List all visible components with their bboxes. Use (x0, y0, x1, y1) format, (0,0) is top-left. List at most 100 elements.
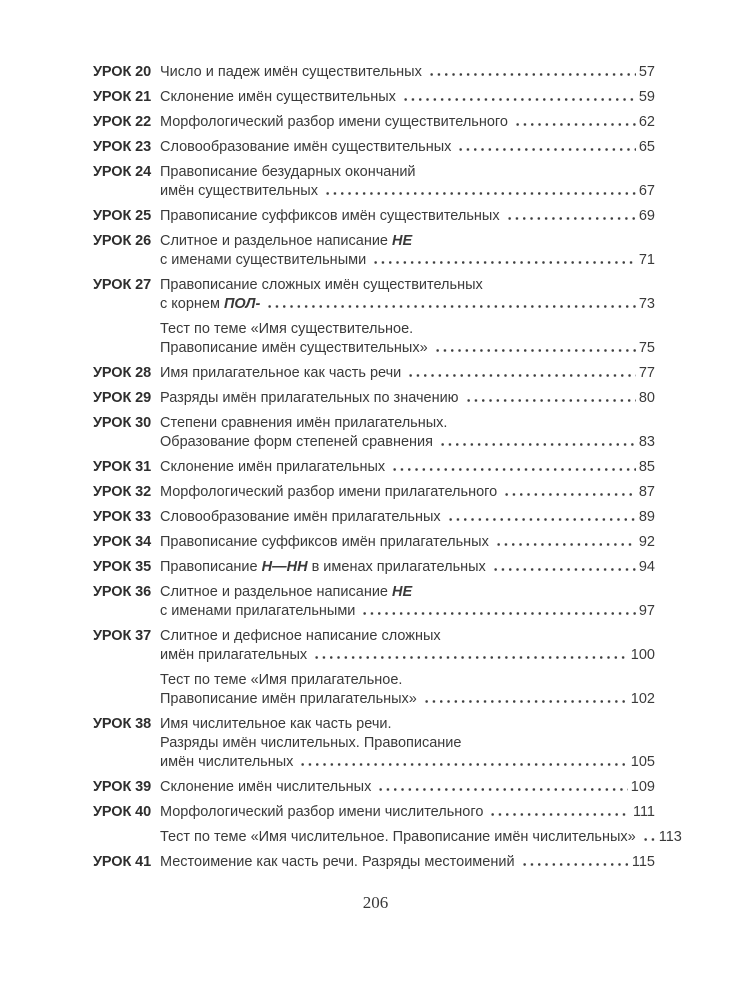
toc-entry-test: Тест по теме «Имя прилагательное. Правопи… (93, 671, 655, 709)
dot-leader (433, 349, 636, 352)
toc-page-number: 59 (638, 89, 655, 105)
dot-leader (503, 493, 636, 496)
toc-entry: УРОК 41 Местоимение как часть речи. Разря… (93, 853, 655, 872)
lesson-label (93, 671, 160, 709)
toc-line-text: Склонение имён существительных (160, 88, 396, 107)
toc-text-emphasis: Н—НН (261, 559, 308, 575)
toc-page-number: 94 (638, 559, 655, 575)
toc-line: Тест по теме «Имя прилагательное. (160, 671, 655, 690)
toc-line: Слитное и дефисное написание сложных (160, 627, 655, 646)
toc-text-segment: Имя числительное как часть речи. (160, 716, 392, 732)
toc-text-segment: Тест по теме «Имя числительное. Правопис… (160, 829, 636, 845)
toc-text-segment: имён прилагательных (160, 647, 308, 663)
toc-text-segment: имён числительных (160, 754, 294, 770)
lesson-label: УРОК 40 (93, 804, 152, 820)
toc-entry: УРОК 21 Склонение имён существительных 59 (93, 88, 655, 107)
toc-page-number: 77 (638, 365, 655, 381)
toc-page-number: 87 (638, 484, 655, 500)
toc-line: Степени сравнения имён прилагательных. (160, 414, 655, 433)
toc-page-number: 89 (638, 509, 655, 525)
lesson-label: УРОК 27 (93, 277, 152, 293)
toc-line: Образование форм степеней сравнения 83 (160, 433, 655, 452)
toc-entry: УРОК 25 Правописание суффиксов имён сущес… (93, 207, 655, 226)
toc-page-number: 80 (638, 390, 655, 406)
dot-leader (520, 863, 629, 866)
toc-page-number: 57 (638, 64, 655, 80)
dot-leader (422, 700, 628, 703)
toc-entry-test: Тест по теме «Имя числительное. Правопис… (93, 828, 682, 847)
dot-leader (505, 217, 636, 220)
toc-entry-body: Словообразование имён существительных 65 (160, 138, 655, 157)
toc-entry: УРОК 23 Словообразование имён существител… (93, 138, 655, 157)
toc-page-number: 109 (630, 779, 655, 795)
toc-entry-test: Тест по теме «Имя существительное. Правоп… (93, 320, 655, 358)
toc-line: с именами прилагательными 97 (160, 602, 655, 621)
toc-page-number: 67 (638, 183, 655, 199)
lesson-label: УРОК 31 (93, 459, 152, 475)
toc-entry: УРОК 31 Склонение имён прилагательных 85 (93, 458, 655, 477)
dot-leader (457, 148, 636, 151)
toc-text-segment: Словообразование имён прилагательных (160, 509, 441, 525)
toc-page-number: 100 (630, 647, 655, 663)
toc-page-number: 113 (658, 829, 682, 845)
lesson-label: УРОК 39 (93, 779, 152, 795)
toc-line: Правописание суффиксов имён прилагательн… (160, 533, 655, 552)
lesson-label: УРОК 20 (93, 64, 152, 80)
dot-leader (438, 443, 636, 446)
toc-text-segment: имён существительных (160, 183, 318, 199)
toc-line: Правописание имён существительных» 75 (160, 339, 655, 358)
toc-line-text: Тест по теме «Имя существительное. (160, 320, 413, 339)
toc-line-text: Слитное и дефисное написание сложных (160, 627, 441, 646)
toc-text-segment: Правописание суффиксов имён прилагательн… (160, 534, 489, 550)
toc-line-text: Словообразование имён существительных (160, 138, 451, 157)
toc-page-number: 75 (638, 340, 655, 356)
toc-line-text: Правописание Н—НН в именах прилагательны… (160, 558, 486, 577)
toc-text-segment: Склонение имён прилагательных (160, 459, 386, 475)
dot-leader (641, 838, 656, 841)
toc-line-text: Слитное и раздельное написание НЕ (160, 232, 412, 251)
toc-line-text: Имя прилагательное как часть речи (160, 364, 401, 383)
lesson-label: УРОК 21 (93, 89, 152, 105)
toc-line: Морфологический разбор имени существител… (160, 113, 655, 132)
toc-line-text: имён прилагательных (160, 646, 307, 665)
toc-line: с корнем ПОЛ- 73 (160, 295, 655, 314)
toc-entry: УРОК 32 Морфологический разбор имени прил… (93, 483, 655, 502)
toc-entry: УРОК 37 Слитное и дефисное написание слож… (93, 627, 655, 665)
lesson-label: УРОК 35 (93, 559, 152, 575)
table-of-contents: УРОК 20 Число и падеж имён существительны… (93, 63, 682, 878)
toc-entry: УРОК 39 Склонение имён числительных 109 (93, 778, 655, 797)
toc-text-segment: Правописание безударных окончаний (160, 164, 416, 180)
toc-text-segment: Правописание суффиксов имён существитель… (160, 208, 500, 224)
lesson-label: УРОК 32 (93, 484, 152, 500)
toc-line-text: Правописание безударных окончаний (160, 163, 416, 182)
lesson-label: УРОК 30 (93, 415, 152, 431)
toc-text-segment: Имя прилагательное как часть речи (160, 365, 402, 381)
toc-text-segment: Правописание имён существительных» (160, 340, 428, 356)
dot-leader (427, 73, 636, 76)
toc-line: Разряды имён прилагательных по значению 8… (160, 389, 655, 408)
toc-page-number: 115 (631, 854, 655, 870)
toc-entry: УРОК 36 Слитное и раздельное написание НЕ… (93, 583, 655, 621)
toc-line: Слитное и раздельное написание НЕ (160, 583, 655, 602)
dot-leader (489, 813, 630, 816)
dot-leader (377, 788, 628, 791)
toc-entry-body: Разряды имён прилагательных по значению 8… (160, 389, 655, 408)
dot-leader (464, 399, 636, 402)
toc-text-segment: Склонение имён числительных (160, 779, 372, 795)
toc-text-segment: Тест по теме «Имя существительное. (160, 321, 414, 337)
toc-text-segment: Морфологический разбор имени существител… (160, 114, 508, 130)
toc-line-text: Тест по теме «Имя числительное. Правопис… (160, 828, 636, 847)
toc-line: Местоимение как часть речи. Разряды мест… (160, 853, 655, 872)
toc-text-segment: Слитное и дефисное написание сложных (160, 628, 441, 644)
dot-leader (491, 568, 636, 571)
toc-line-text: Склонение имён числительных (160, 778, 371, 797)
toc-text-segment: Число и падеж имён существительных (160, 64, 422, 80)
toc-page-number: 73 (638, 296, 655, 312)
page-footer: 206 (0, 893, 751, 913)
toc-text-segment: Местоимение как часть речи. Разряды мест… (160, 854, 515, 870)
toc-line: имён прилагательных 100 (160, 646, 655, 665)
toc-line-text: Разряды имён прилагательных по значению (160, 389, 459, 408)
toc-text-segment: с корнем (160, 296, 224, 312)
lesson-label: УРОК 36 (93, 584, 152, 600)
